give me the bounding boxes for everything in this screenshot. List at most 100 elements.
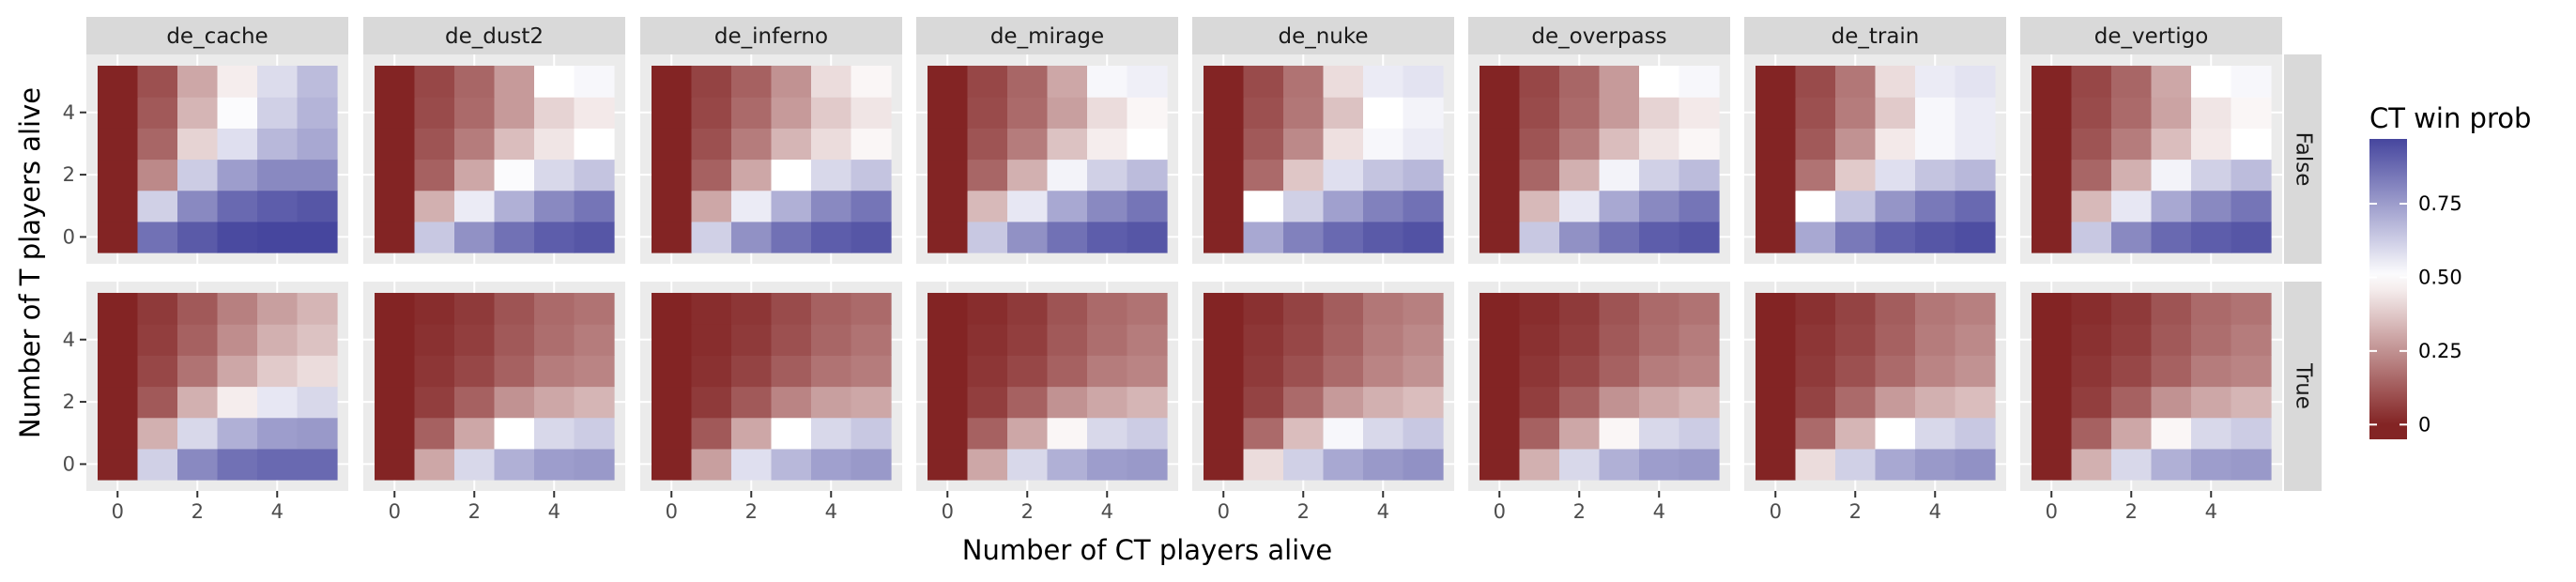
heat-tile-de_nuke-True-ct0-t5 [1204,293,1245,325]
heat-tile-de_train-False-ct2-t4 [1835,97,1877,129]
heat-tile-de_overpass-True-ct0-t4 [1480,324,1521,356]
heat-tile-de_vertigo-False-ct3-t3 [2151,128,2192,161]
heat-tile-de_vertigo-False-ct5-t2 [2231,159,2272,191]
heat-tile-de_overpass-False-ct3-t0 [1599,221,1640,253]
heat-tile-de_nuke-False-ct1-t3 [1243,128,1284,161]
heat-tile-de_nuke-False-ct1-t0 [1243,221,1284,253]
heat-tile-de_vertigo-False-ct0-t5 [2032,66,2073,98]
heat-tile-de_overpass-False-ct4-t0 [1639,221,1680,253]
heat-tile-de_dust2-True-ct0-t2 [375,386,416,419]
heat-tile-de_nuke-False-ct3-t1 [1323,190,1364,222]
facet-strip-de_vertigo [2020,17,2282,54]
heat-tile-de_inferno-True-ct4-t2 [811,386,852,419]
heat-tile-de_overpass-True-ct1-t2 [1519,386,1560,419]
x-tick-label: 0 [1770,500,1782,523]
x-tick-label: 4 [825,500,837,523]
heat-tile-de_vertigo-False-ct1-t0 [2071,221,2112,253]
heat-tile-de_cache-False-ct5-t5 [297,66,338,98]
heat-tile-de_overpass-True-ct3-t0 [1599,448,1640,481]
heat-tile-de_dust2-True-ct0-t0 [375,448,416,481]
heat-tile-de_nuke-False-ct2-t2 [1283,159,1325,191]
heat-tile-de_train-True-ct3-t2 [1875,386,1916,419]
heat-tile-de_overpass-False-ct5-t2 [1679,159,1720,191]
heat-tile-de_overpass-True-ct1-t1 [1519,417,1560,450]
heat-tile-de_mirage-False-ct1-t1 [967,190,1008,222]
x-tick-label: 2 [745,500,758,523]
heat-tile-de_nuke-True-ct4-t2 [1363,386,1404,419]
heat-tile-de_overpass-True-ct4-t2 [1639,386,1680,419]
heat-tile-de_inferno-False-ct1-t0 [691,221,732,253]
heat-tile-de_dust2-True-ct0-t4 [375,324,416,356]
heat-tile-de_nuke-True-ct3-t2 [1323,386,1364,419]
heat-tile-de_nuke-True-ct3-t1 [1323,417,1364,450]
heat-tile-de_dust2-False-ct5-t5 [574,66,615,98]
heat-tile-de_mirage-True-ct2-t4 [1007,324,1049,356]
heat-tile-de_vertigo-True-ct4-t5 [2191,293,2232,325]
heat-tile-de_dust2-False-ct1-t3 [414,128,455,161]
heat-tile-de_vertigo-False-ct2-t2 [2111,159,2153,191]
heat-tile-de_mirage-True-ct3-t5 [1047,293,1088,325]
heat-tile-de_overpass-False-ct4-t3 [1639,128,1680,161]
heat-tile-de_vertigo-True-ct2-t1 [2111,417,2153,450]
heat-tile-de_dust2-True-ct5-t2 [574,386,615,419]
heat-tile-de_train-False-ct4-t0 [1915,221,1956,253]
heat-tile-de_inferno-True-ct4-t4 [811,324,852,356]
panel-de_overpass-True [1468,282,1730,491]
row-strip-False [2284,54,2322,264]
heat-tile-de_vertigo-True-ct1-t1 [2071,417,2112,450]
heat-tile-de_vertigo-False-ct2-t1 [2111,190,2153,222]
heat-tile-de_train-True-ct0-t2 [1756,386,1797,419]
heat-tile-de_mirage-False-ct0-t1 [928,190,969,222]
heat-tile-de_inferno-False-ct3-t3 [771,128,812,161]
heat-tile-de_nuke-False-ct1-t2 [1243,159,1284,191]
heat-tile-de_dust2-False-ct4-t1 [534,190,575,222]
heat-tile-de_inferno-True-ct3-t0 [771,448,812,481]
heat-tile-de_cache-False-ct3-t2 [217,159,258,191]
x-tick-label: 4 [1377,500,1389,523]
heat-tile-de_train-True-ct1-t1 [1795,417,1836,450]
heat-tile-de_inferno-False-ct4-t2 [811,159,852,191]
heat-tile-de_mirage-False-ct1-t2 [967,159,1008,191]
heat-tile-de_overpass-False-ct1-t0 [1519,221,1560,253]
legend-break-label: 0.25 [2418,340,2462,362]
y-tick-label: 0 [63,452,75,475]
heat-tile-de_dust2-False-ct1-t0 [414,221,455,253]
heat-tile-de_nuke-False-ct2-t5 [1283,66,1325,98]
heat-tile-de_inferno-False-ct5-t0 [851,221,892,253]
heat-tile-de_nuke-False-ct3-t0 [1323,221,1364,253]
heat-tile-de_inferno-False-ct1-t2 [691,159,732,191]
heat-tile-de_mirage-True-ct3-t2 [1047,386,1088,419]
heat-tile-de_train-True-ct4-t3 [1915,355,1956,388]
heat-tile-de_overpass-False-ct2-t5 [1559,66,1601,98]
heat-tile-de_mirage-True-ct4-t5 [1087,293,1128,325]
heat-tile-de_vertigo-False-ct0-t4 [2032,97,2073,129]
heat-tile-de_mirage-True-ct4-t3 [1087,355,1128,388]
heat-tile-de_cache-False-ct1-t4 [137,97,178,129]
heat-tile-de_inferno-False-ct3-t5 [771,66,812,98]
heat-tile-de_dust2-True-ct4-t1 [534,417,575,450]
heat-tile-de_inferno-True-ct2-t5 [731,293,773,325]
y-tick-label: 2 [63,391,75,413]
heat-tile-de_overpass-False-ct2-t1 [1559,190,1601,222]
panel-de_inferno-False [640,54,902,264]
heat-tile-de_nuke-False-ct0-t1 [1204,190,1245,222]
heat-tile-de_overpass-True-ct0-t5 [1480,293,1521,325]
heat-tile-de_nuke-True-ct4-t3 [1363,355,1404,388]
x-tick-label: 2 [1297,500,1310,523]
heat-tile-de_dust2-False-ct2-t4 [454,97,496,129]
heat-tile-de_inferno-False-ct3-t1 [771,190,812,222]
heat-tile-de_cache-True-ct5-t1 [297,417,338,450]
heat-tile-de_overpass-False-ct4-t5 [1639,66,1680,98]
heat-tile-de_overpass-False-ct1-t3 [1519,128,1560,161]
heat-tile-de_dust2-True-ct5-t4 [574,324,615,356]
heat-tile-de_nuke-True-ct1-t2 [1243,386,1284,419]
heat-tile-de_overpass-True-ct4-t1 [1639,417,1680,450]
heat-tile-de_train-True-ct1-t4 [1795,324,1836,356]
heat-tile-de_vertigo-False-ct3-t2 [2151,159,2192,191]
heat-tile-de_cache-True-ct1-t5 [137,293,178,325]
heat-tile-de_overpass-False-ct0-t4 [1480,97,1521,129]
heat-tile-de_dust2-False-ct0-t4 [375,97,416,129]
row-label-True: True [2292,362,2316,409]
heat-tile-de_mirage-True-ct4-t1 [1087,417,1128,450]
heat-tile-de_cache-True-ct4-t5 [257,293,299,325]
